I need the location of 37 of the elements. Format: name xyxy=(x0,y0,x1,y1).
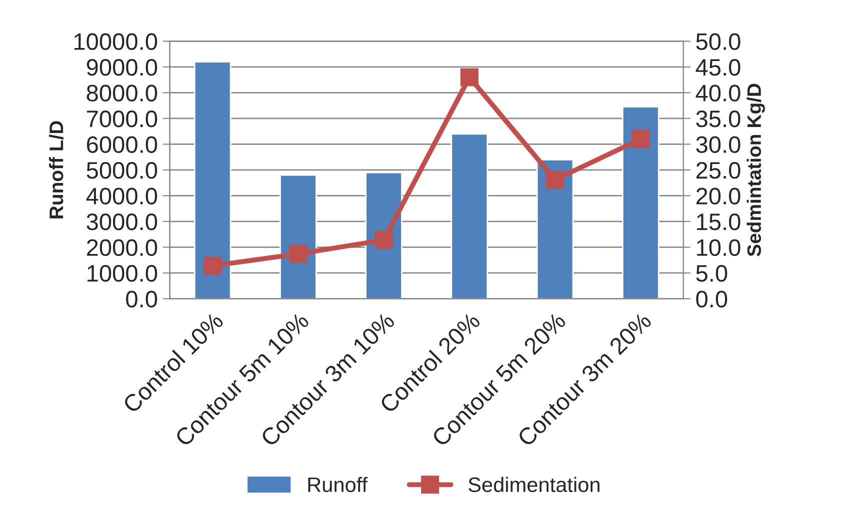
bar xyxy=(622,106,660,299)
legend-label: Runoff xyxy=(308,476,368,492)
y2-tick-label: 15.0 xyxy=(697,214,740,230)
bar xyxy=(194,61,232,299)
y2-tick-label: 50.0 xyxy=(696,33,740,50)
y-axis-title: Runoff L/D xyxy=(48,121,64,218)
y2-tick-label: 5.0 xyxy=(696,265,728,282)
y2-axis-title: Sedmintation Kg/D xyxy=(746,84,765,256)
y-tick-label: 4000.0 xyxy=(86,188,158,204)
bar xyxy=(450,133,488,299)
y-tick-label: 5000.0 xyxy=(86,162,158,179)
y2-tick-label: 10.0 xyxy=(697,239,740,256)
y-tick-label: 2000.0 xyxy=(86,239,158,256)
bar xyxy=(536,158,574,299)
y2-tick-label: 30.0 xyxy=(696,136,740,153)
y2-tick-label: 0.0 xyxy=(696,290,728,308)
bar xyxy=(280,174,317,299)
y-tick-label: 10000.0 xyxy=(74,33,158,50)
point xyxy=(546,170,564,189)
y2-tick-label: 40.0 xyxy=(696,84,740,102)
y2-tick-label: 20.0 xyxy=(696,188,740,204)
y-tick-label: 0.0 xyxy=(126,290,158,308)
y-tick-label: 9000.0 xyxy=(86,59,158,76)
y-tick-label: 6000.0 xyxy=(86,136,158,153)
y2-tick-label: 45.0 xyxy=(696,59,740,76)
y-tick-label: 8000.0 xyxy=(86,84,158,102)
point xyxy=(204,256,222,275)
point xyxy=(632,130,650,148)
y2-tick-label: 25.0 xyxy=(696,162,740,179)
y2-tick-label: 35.0 xyxy=(696,110,740,128)
point xyxy=(289,244,308,263)
y-tick-label: 7000.0 xyxy=(86,110,158,128)
y-tick-label: 3000.0 xyxy=(86,214,158,230)
y-tick-label: 1000.0 xyxy=(88,265,158,282)
legend-label: Sedimentation xyxy=(468,476,600,492)
point xyxy=(460,68,478,86)
point xyxy=(374,230,393,250)
